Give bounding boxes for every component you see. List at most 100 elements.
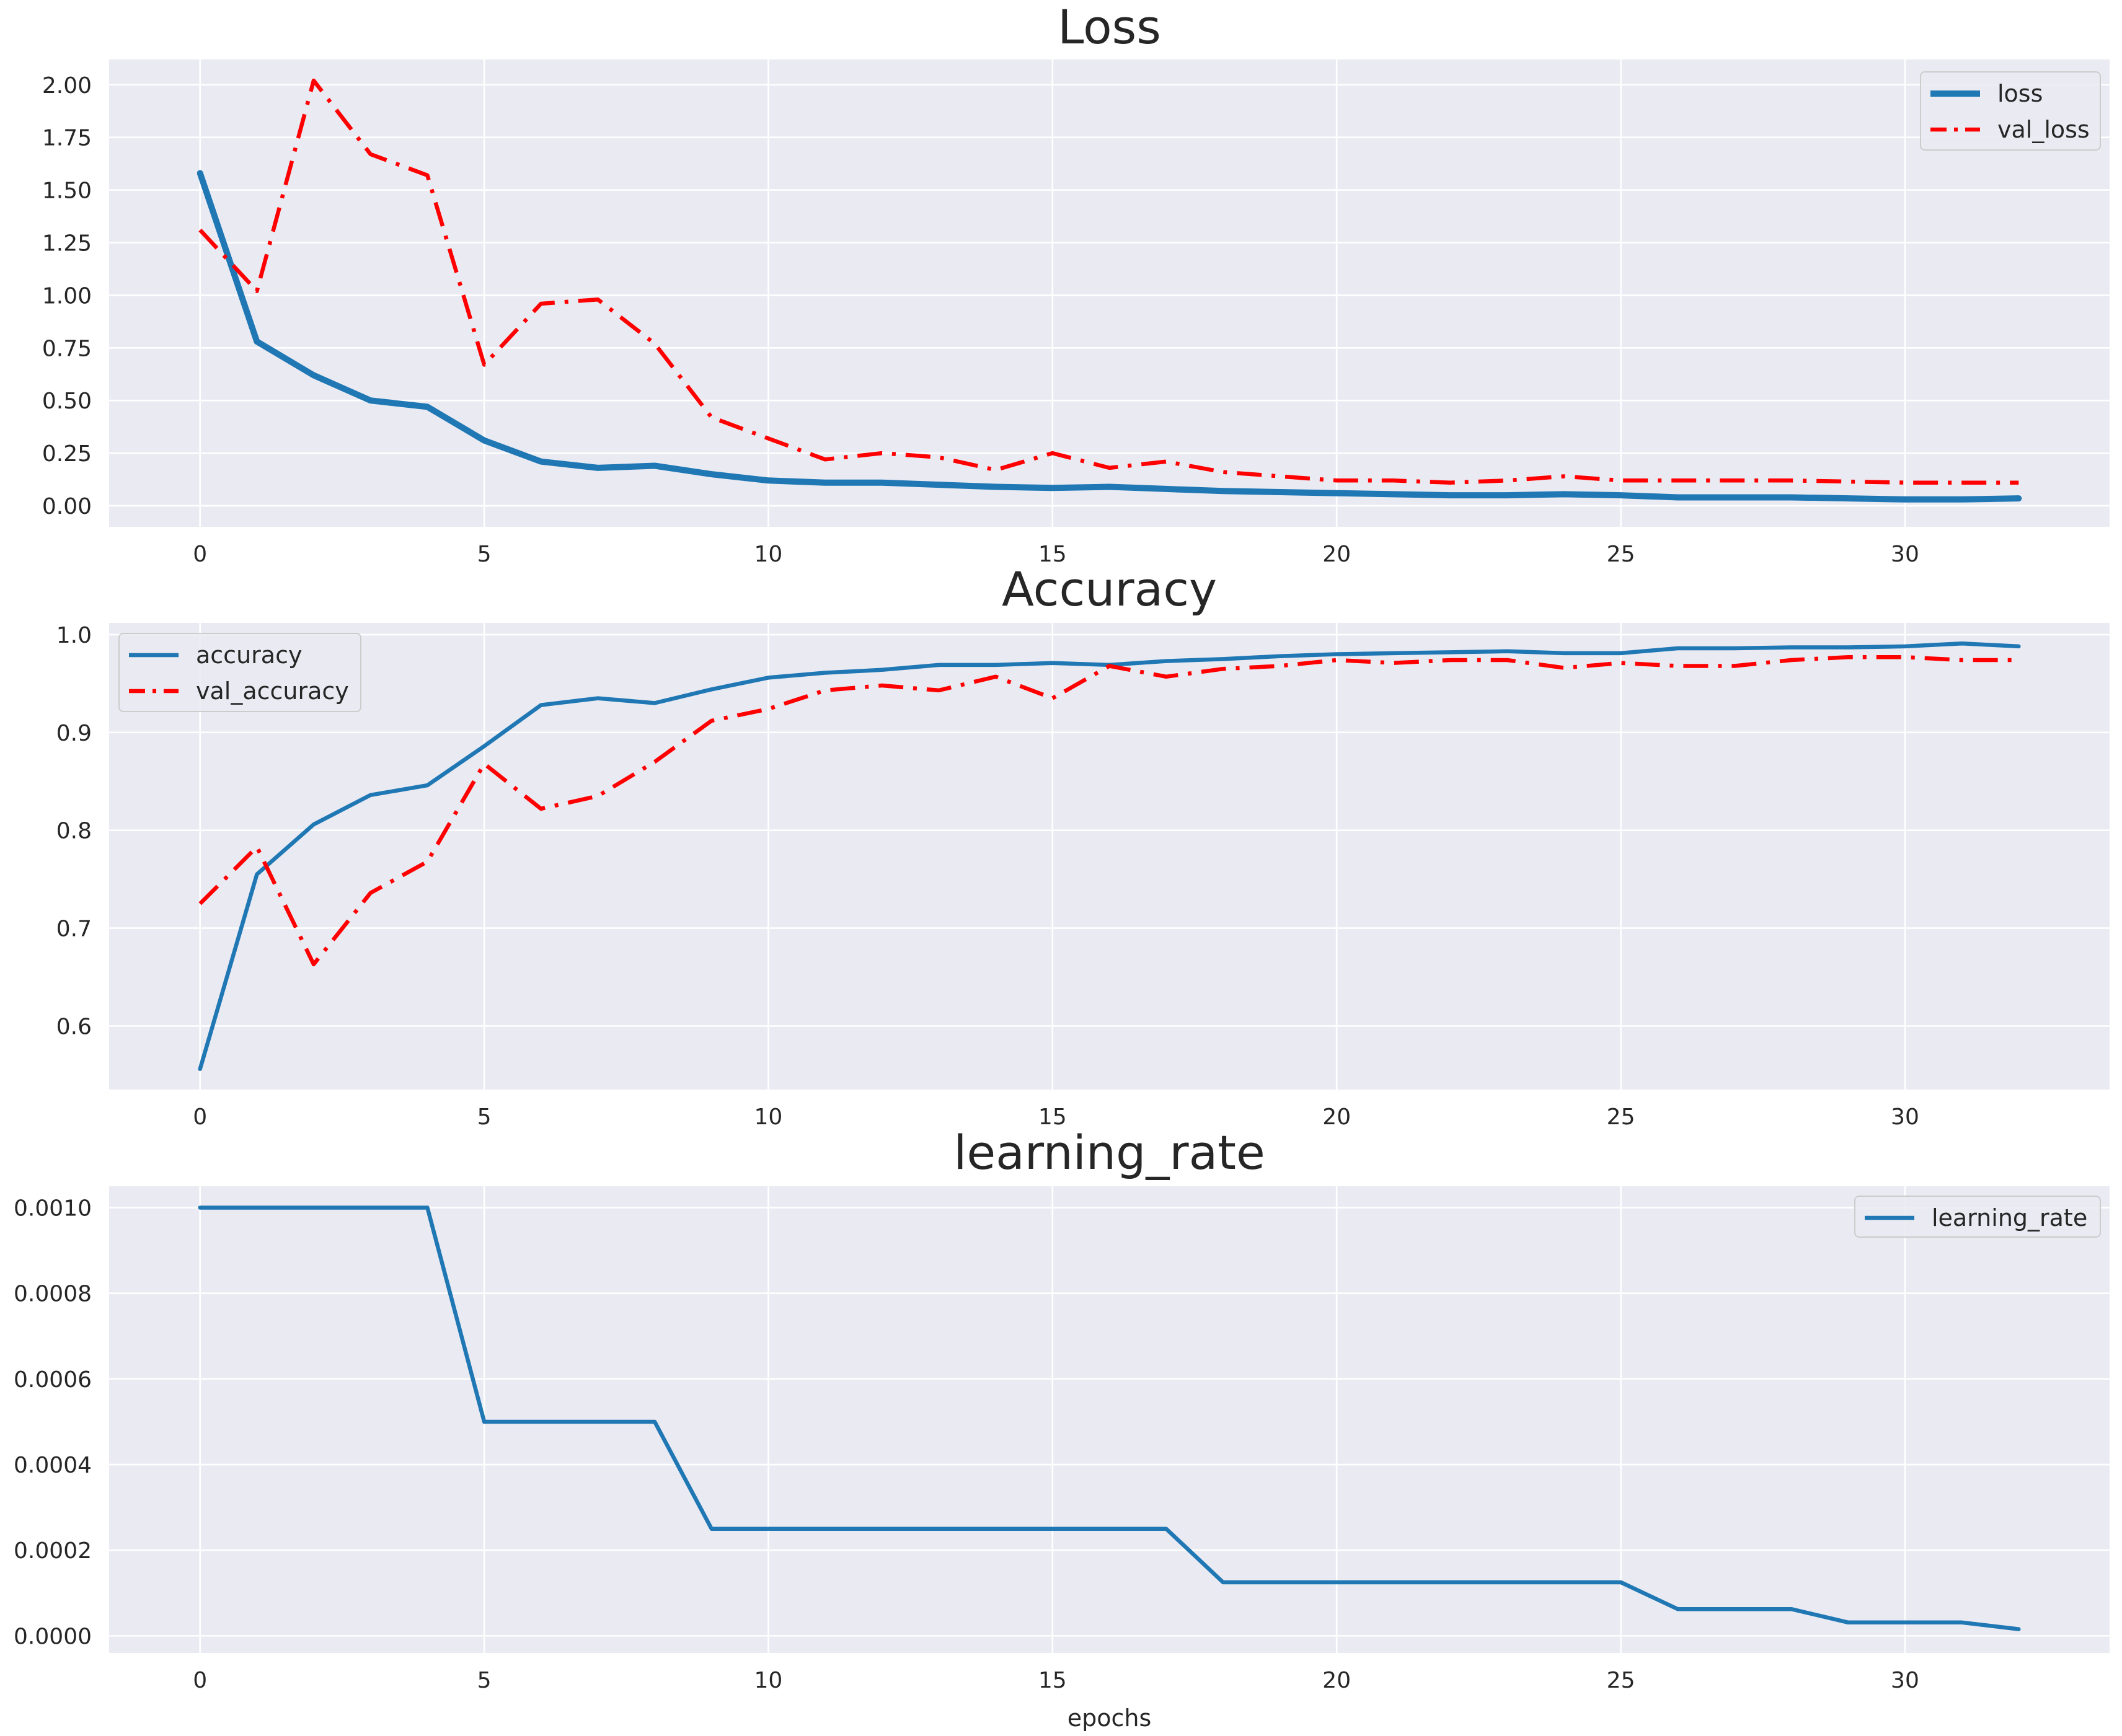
data-point-learning_rate — [484, 1421, 485, 1422]
legend-label: learning_rate — [1932, 1204, 2087, 1232]
data-point-learning_rate — [1961, 1622, 1962, 1623]
plot-area — [109, 59, 2110, 527]
x-tick-label: 5 — [477, 542, 492, 567]
x-axis-label: epochs — [1068, 1704, 1152, 1732]
chart-panel-2: 0 5 10 15 20 25 30 0.0000 0.0002 0.0004 0.0006 0.00… — [14, 1125, 2110, 1732]
chart-panel-1: 0 5 10 15 20 25 30 0.6 0.7 0.8 0.9 1.0 Accuracy accur… — [56, 562, 2110, 1130]
x-tick-label: 0 — [193, 542, 207, 567]
legend-box — [1854, 1196, 2101, 1238]
data-point-val_loss — [768, 438, 769, 439]
data-point-val_loss — [1507, 480, 1508, 481]
data-point-learning_rate — [1563, 1582, 1564, 1583]
data-point-learning_rate — [711, 1528, 712, 1529]
chart-title: learning_rate — [953, 1125, 1265, 1180]
data-point-val_loss — [1904, 482, 1905, 483]
data-point-accuracy — [1848, 647, 1849, 648]
data-point-learning_rate — [1450, 1582, 1451, 1583]
legend-box — [118, 633, 361, 712]
data-point-accuracy — [1791, 647, 1792, 648]
data-point-accuracy — [427, 785, 428, 786]
data-point-accuracy — [768, 677, 769, 678]
x-tick-label: 15 — [1038, 542, 1067, 567]
x-tick-label: 15 — [1038, 1104, 1067, 1130]
data-point-val_loss — [825, 459, 826, 460]
series-line-learning_rate — [198, 1205, 2021, 1631]
data-point-val_accuracy — [711, 720, 712, 721]
data-point-loss — [825, 482, 826, 483]
data-point-learning_rate — [1791, 1609, 1792, 1610]
series-line-loss — [197, 170, 2022, 503]
legend: loss val_loss — [1920, 71, 2101, 151]
data-point-learning_rate — [427, 1207, 428, 1208]
y-tick-label: 0.6 — [56, 1014, 92, 1039]
data-point-val_accuracy — [1507, 659, 1508, 660]
data-point-loss — [1507, 495, 1508, 496]
data-point-val_accuracy — [1166, 676, 1167, 677]
x-tick-label: 30 — [1891, 542, 1919, 567]
data-point-loss — [1450, 495, 1451, 496]
x-tick-label: 20 — [1322, 1104, 1351, 1130]
data-point-learning_rate — [1052, 1528, 1053, 1529]
data-point-loss — [1848, 498, 1849, 499]
data-point-learning_rate — [1222, 1582, 1223, 1583]
data-point-val_accuracy — [427, 861, 428, 862]
data-point-learning_rate — [825, 1528, 826, 1529]
data-point-val_loss — [1848, 481, 1849, 482]
legend: learning_rate — [1854, 1196, 2101, 1238]
data-point-val_accuracy — [2018, 659, 2019, 660]
data-point-learning_rate — [1166, 1528, 1167, 1529]
data-point-loss — [484, 440, 485, 441]
x-tick-label: 10 — [754, 542, 783, 567]
data-point-loss — [1734, 497, 1735, 498]
y-tick-label: 1.50 — [42, 178, 92, 204]
data-point-loss — [1563, 494, 1564, 495]
plot-area — [109, 1186, 2110, 1653]
series-line-val_accuracy — [198, 655, 2019, 967]
data-point-learning_rate — [1620, 1582, 1621, 1583]
data-point-val_loss — [1052, 453, 1053, 454]
legend-label: val_accuracy — [196, 677, 349, 705]
data-point-val_accuracy — [1848, 657, 1849, 658]
y-tick-label: 1.0 — [56, 623, 92, 648]
y-tick-label: 0.0008 — [14, 1282, 92, 1307]
y-tick-label: 0.25 — [42, 441, 92, 467]
chart-title: Accuracy — [1002, 562, 1217, 617]
data-point-loss — [1791, 497, 1792, 498]
data-point-learning_rate — [1848, 1622, 1849, 1623]
x-tick-label: 30 — [1891, 1668, 1919, 1693]
data-point-val_accuracy — [768, 708, 769, 709]
x-tick-label: 25 — [1607, 542, 1635, 567]
data-point-loss — [2018, 498, 2019, 499]
data-point-val_loss — [1734, 480, 1735, 481]
data-point-learning_rate — [1507, 1582, 1508, 1583]
series-line-val_loss — [198, 78, 2019, 485]
data-point-learning_rate — [1734, 1609, 1735, 1610]
chart-title: Loss — [1058, 0, 1161, 55]
data-point-val_loss — [484, 364, 485, 365]
y-tick-label: 0.8 — [56, 819, 92, 844]
data-point-loss — [768, 480, 769, 481]
y-tick-label: 2.00 — [42, 73, 92, 99]
x-tick-label: 20 — [1322, 1668, 1351, 1693]
x-tick-label: 25 — [1607, 1104, 1635, 1130]
x-tick-label: 15 — [1038, 1668, 1067, 1693]
data-point-loss — [370, 400, 371, 401]
y-tick-label: 0.0004 — [14, 1453, 92, 1478]
legend: accuracy val_accuracy — [118, 633, 361, 712]
legend-label: accuracy — [196, 641, 302, 669]
data-point-accuracy — [1734, 648, 1735, 649]
data-point-val_loss — [1166, 461, 1167, 462]
data-point-val_loss — [1393, 480, 1394, 481]
y-tick-label: 0.00 — [42, 494, 92, 519]
data-point-val_loss — [1109, 467, 1110, 468]
data-point-learning_rate — [370, 1207, 371, 1208]
chart-panel-0: 0 5 10 15 20 25 30 0.00 0.25 0.50 0.75 1.00 1.25 1.50… — [42, 0, 2110, 567]
data-point-loss — [1393, 494, 1394, 495]
y-tick-label: 0.75 — [42, 336, 92, 361]
y-tick-label: 1.75 — [42, 126, 92, 151]
y-tick-label: 0.0006 — [14, 1367, 92, 1393]
x-tick-label: 5 — [477, 1104, 492, 1130]
plot-area — [109, 623, 2110, 1090]
data-point-val_accuracy — [370, 892, 371, 893]
